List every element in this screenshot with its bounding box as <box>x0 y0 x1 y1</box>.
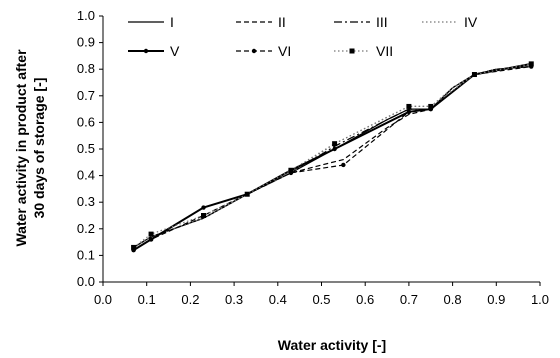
x-axis-label: Water activity [-] <box>278 337 386 353</box>
legend-marker <box>349 48 355 54</box>
y-tick-label: 0.8 <box>77 61 95 76</box>
legend-item-II: II <box>236 14 286 30</box>
legend-label: IV <box>464 14 478 30</box>
y-tick-label: 0.1 <box>77 247 95 262</box>
x-tick-label: 0.6 <box>356 292 374 307</box>
legend-label: III <box>376 14 388 30</box>
series-IV <box>133 65 532 248</box>
data-point <box>428 103 434 109</box>
legend-label: II <box>278 14 286 30</box>
series-line <box>133 65 532 248</box>
y-tick-label: 1.0 <box>77 8 95 23</box>
y-tick-label: 0.7 <box>77 88 95 103</box>
y-tick-label: 0.9 <box>77 35 95 50</box>
x-tick-label: 1.0 <box>531 292 549 307</box>
legend-item-I: I <box>128 14 174 30</box>
legend-label: VII <box>376 43 393 59</box>
y-tick-label: 0.4 <box>77 168 95 183</box>
legend-item-V: V <box>128 43 180 59</box>
data-point <box>406 103 412 109</box>
series-VII <box>131 61 534 250</box>
x-tick-label: 0.8 <box>444 292 462 307</box>
x-tick-label: 0.0 <box>94 292 112 307</box>
series-VI <box>131 64 534 253</box>
data-point <box>244 191 250 197</box>
data-point <box>131 244 137 250</box>
legend-marker <box>143 48 149 54</box>
series-layer <box>131 61 534 253</box>
x-tick-label: 0.1 <box>138 292 156 307</box>
series-line <box>133 65 532 251</box>
data-point <box>201 205 206 210</box>
data-point <box>148 237 154 242</box>
legend-label: V <box>170 43 180 59</box>
legend-label: VI <box>278 43 291 59</box>
y-tick-label: 0.2 <box>77 221 95 236</box>
legend-label: I <box>170 14 174 30</box>
x-tick-label: 0.7 <box>400 292 418 307</box>
y-axis-label-line-2: 30 days of storage [-] <box>31 78 47 219</box>
y-tick-label: 0.6 <box>77 114 95 129</box>
series-V <box>131 61 534 253</box>
legend-item-VII: VII <box>334 43 393 59</box>
legend-item-VI: VI <box>236 43 291 59</box>
data-point <box>288 167 294 173</box>
axes: 0.0 0.1 0.2 0.3 0.4 0.5 0.6 0.7 0.8 0.9 1.0 0.0 0.1 0… <box>77 8 549 307</box>
y-tick-label: 0.3 <box>77 194 95 209</box>
legend: I II III IVV VI VII <box>128 14 478 59</box>
y-axis-label-line-1: Water activity in product after <box>13 49 29 247</box>
data-point <box>471 72 477 78</box>
data-point <box>528 61 534 67</box>
legend-item-IV: IV <box>422 14 478 30</box>
x-tick-label: 0.2 <box>181 292 199 307</box>
legend-marker <box>251 48 257 54</box>
x-tick-label: 0.3 <box>225 292 243 307</box>
data-point <box>201 213 207 218</box>
data-point <box>148 231 154 237</box>
data-point <box>332 146 337 152</box>
x-tick-label: 0.4 <box>269 292 287 307</box>
y-tick-label: 0.0 <box>77 274 95 289</box>
y-tick-label: 0.5 <box>77 141 95 156</box>
x-tick-label: 0.9 <box>487 292 505 307</box>
data-point <box>332 141 338 147</box>
data-point <box>406 109 412 114</box>
data-point <box>341 162 346 168</box>
x-tick-label: 0.5 <box>312 292 330 307</box>
legend-item-III: III <box>334 14 388 30</box>
